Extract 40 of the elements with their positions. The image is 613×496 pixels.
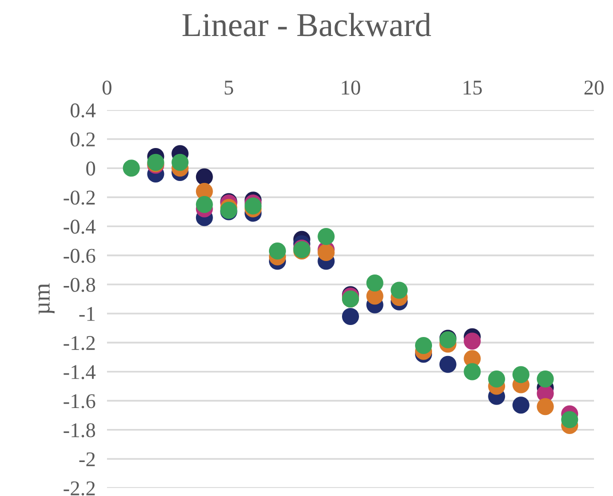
point: [439, 356, 456, 373]
y-tick-label: -1.2: [64, 336, 95, 350]
x-tick-label: 10: [342, 80, 360, 95]
point: [196, 196, 213, 214]
point: [561, 411, 578, 428]
point: [488, 370, 506, 388]
point: [342, 308, 360, 325]
y-tick-label: -0.4: [64, 220, 96, 234]
y-tick-label: -1.8: [64, 423, 96, 438]
point: [318, 228, 335, 245]
y-tick-label: 0.2: [70, 132, 95, 147]
y-tick-label: -0.8: [64, 278, 96, 292]
y-tick-label: -0.2: [64, 190, 95, 205]
y-tick-label: -1.4: [64, 365, 96, 380]
chart-title: Linear - Backward: [182, 12, 432, 36]
point: [512, 366, 530, 384]
point: [536, 370, 554, 388]
point: [464, 332, 481, 350]
x-tick-label: 5: [224, 80, 234, 95]
y-tick-label: -1: [79, 307, 95, 321]
point: [172, 154, 189, 171]
point: [268, 242, 286, 260]
y-tick-label: -0.6: [64, 248, 96, 263]
x-tick-label: 0: [102, 80, 112, 95]
y-tick-label: 0: [86, 162, 96, 176]
y-tick-label: -2.2: [64, 481, 95, 496]
y-tick-label: -1.6: [64, 394, 96, 408]
point: [366, 274, 384, 292]
x-tick-label: 15: [464, 80, 482, 95]
point: [464, 363, 481, 380]
point: [415, 337, 432, 354]
y-tick-label: 0.4: [70, 103, 96, 118]
x-tick-label: 20: [584, 80, 604, 95]
point: [196, 168, 213, 186]
point: [122, 160, 140, 177]
point: [536, 398, 554, 416]
point: [512, 396, 530, 414]
y-tick-label: -2: [79, 452, 95, 466]
y-axis-title: µm: [38, 283, 55, 314]
point: [390, 282, 408, 299]
